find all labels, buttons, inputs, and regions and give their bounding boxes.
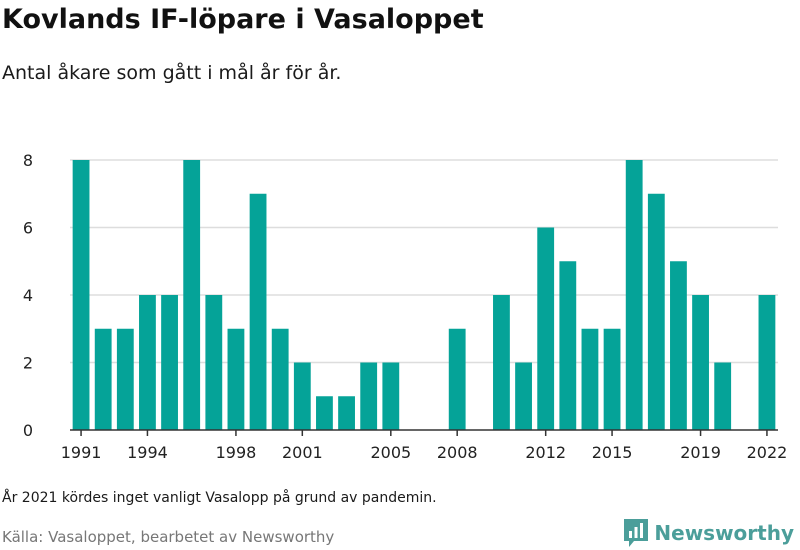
bar-2003 <box>338 396 355 430</box>
x-tick-label: 2012 <box>525 443 566 462</box>
chart-subtitle: Antal åkare som gått i mål år för år. <box>2 62 342 84</box>
bar-2019 <box>692 295 709 430</box>
bar-1992 <box>94 328 112 430</box>
x-tick-label: 1991 <box>61 443 102 462</box>
bar-2018 <box>670 261 687 430</box>
bar-2011 <box>515 362 532 430</box>
bar-1997 <box>205 295 223 430</box>
bar-1995 <box>161 295 178 430</box>
y-tick-label: 8 <box>23 151 33 170</box>
bar-2001 <box>293 362 311 430</box>
bar-2005 <box>382 362 400 430</box>
brand-name: Newsworthy <box>654 521 794 545</box>
bar-2000 <box>271 328 289 430</box>
bar-2002 <box>316 396 333 430</box>
bar-2017 <box>647 193 665 430</box>
bars <box>72 160 776 430</box>
y-tick-label: 6 <box>23 219 33 238</box>
x-tick-label: 2005 <box>370 443 411 462</box>
axes: 0 2 4 6 8 1991 1994 1998 2001 2005 2008 2012 2015 201… <box>23 151 787 462</box>
bar-1996 <box>183 160 201 430</box>
bar-2012 <box>537 227 555 430</box>
y-tick-label: 4 <box>23 286 33 305</box>
footnote: År 2021 kördes inget vanligt Vasalopp på… <box>2 490 437 506</box>
bar-2016 <box>625 160 643 430</box>
bar-1991 <box>72 160 90 430</box>
source-credit: Källa: Vasaloppet, bearbetet av Newswort… <box>2 528 335 546</box>
bar-1998 <box>227 328 245 430</box>
bar-1999 <box>249 193 267 430</box>
bar-1994 <box>139 295 156 430</box>
x-tick-label: 2001 <box>282 443 323 462</box>
bar-1993 <box>116 328 134 430</box>
y-tick-label: 0 <box>23 421 33 440</box>
x-tick-label: 2008 <box>437 443 478 462</box>
x-tick-label: 2015 <box>592 443 633 462</box>
x-tick-label: 1994 <box>127 443 168 462</box>
chart-title: Kovlands IF-löpare i Vasaloppet <box>2 4 484 35</box>
x-tick-label: 2022 <box>747 443 788 462</box>
bar-2020 <box>714 362 732 430</box>
bar-2004 <box>360 362 378 430</box>
bar-2022 <box>758 295 776 430</box>
brand: Newsworthy <box>624 519 794 547</box>
bar-2013 <box>559 261 577 430</box>
y-tick-label: 2 <box>23 354 33 373</box>
x-tick-label: 2019 <box>680 443 721 462</box>
bar-2014 <box>581 328 599 430</box>
x-tick-label: 1998 <box>216 443 257 462</box>
bar-2015 <box>603 328 621 430</box>
bar-2010 <box>493 295 510 430</box>
newsworthy-logo-icon <box>624 519 649 547</box>
bar-2008 <box>448 328 466 430</box>
